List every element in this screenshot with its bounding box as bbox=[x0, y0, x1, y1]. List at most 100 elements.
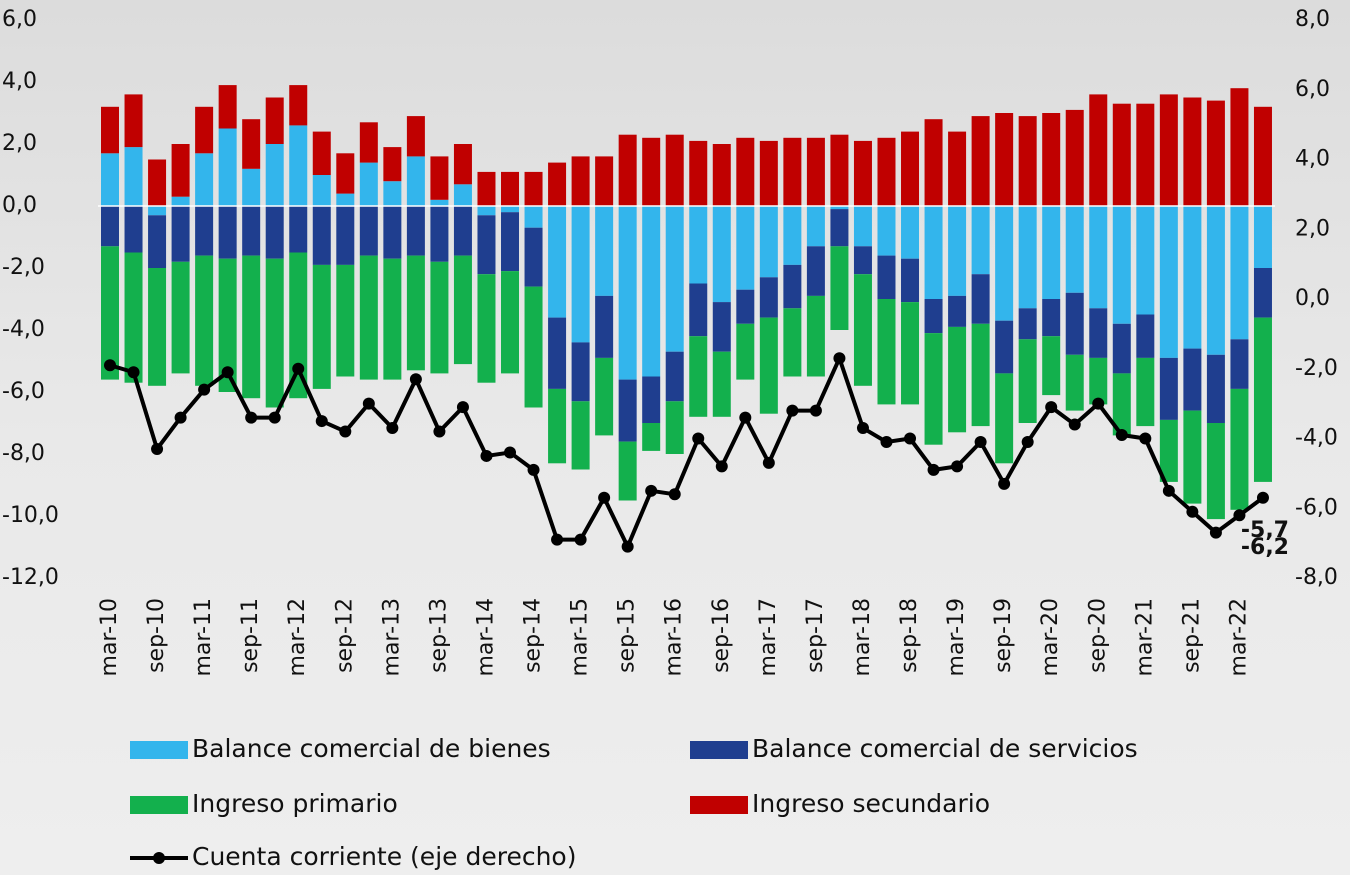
bar-segment bbox=[548, 389, 566, 463]
x-tick-label: sep-20 bbox=[1085, 598, 1110, 673]
bar-segment bbox=[925, 333, 943, 445]
bar-segment bbox=[854, 141, 872, 206]
y2-tick-label: -4,0 bbox=[1295, 426, 1338, 451]
bar-segment bbox=[125, 94, 143, 147]
line-marker bbox=[175, 412, 187, 424]
bar-segment bbox=[642, 377, 660, 424]
bar-segment bbox=[336, 153, 354, 193]
bar-segment bbox=[595, 296, 613, 358]
bar-segment bbox=[1042, 336, 1060, 395]
line-marker bbox=[880, 436, 892, 448]
bar-segment bbox=[360, 163, 378, 206]
bar-segment bbox=[101, 206, 119, 246]
bar-segment bbox=[854, 246, 872, 274]
bar-segment bbox=[925, 206, 943, 299]
bar-segment bbox=[760, 277, 778, 317]
line-marker bbox=[1092, 398, 1104, 410]
bar-segment bbox=[972, 116, 990, 206]
legend-label: Balance comercial de servicios bbox=[752, 734, 1138, 763]
bar-segment bbox=[1254, 206, 1272, 268]
bar-segment bbox=[242, 119, 260, 169]
bar-segment bbox=[783, 308, 801, 376]
y-tick-label: -10,0 bbox=[2, 503, 59, 528]
line-marker bbox=[151, 443, 163, 455]
y2-tick-label: 6,0 bbox=[1295, 77, 1330, 102]
line-marker bbox=[1257, 492, 1269, 504]
bar-segment bbox=[736, 206, 754, 290]
bar-segment bbox=[477, 172, 495, 206]
bar-segment bbox=[172, 206, 190, 262]
bar-segment bbox=[477, 206, 495, 215]
bar-segment bbox=[1089, 358, 1107, 405]
bar-segment bbox=[1207, 355, 1225, 423]
bar-segment bbox=[1113, 324, 1131, 374]
legend-label: Ingreso secundario bbox=[752, 789, 990, 818]
x-tick-label: mar-21 bbox=[1132, 598, 1157, 676]
x-tick-label: sep-11 bbox=[238, 598, 263, 673]
x-tick-label: sep-14 bbox=[521, 598, 546, 673]
bar-segment bbox=[383, 181, 401, 206]
bar-segment bbox=[948, 206, 966, 296]
y2-tick-label: 4,0 bbox=[1295, 147, 1330, 172]
bar-segment bbox=[1042, 206, 1060, 299]
bar-segment bbox=[642, 423, 660, 451]
bar-segment bbox=[219, 85, 237, 128]
bar-segment bbox=[1066, 355, 1084, 411]
bar-segment bbox=[148, 268, 166, 386]
bar-segment bbox=[807, 296, 825, 377]
bar-segment bbox=[972, 274, 990, 324]
line-marker bbox=[598, 492, 610, 504]
bar-segment bbox=[360, 122, 378, 162]
line-marker bbox=[457, 401, 469, 413]
bar-segment bbox=[666, 352, 684, 402]
y-tick-label: -12,0 bbox=[2, 565, 59, 590]
line-marker bbox=[1139, 433, 1151, 445]
bar-segment bbox=[972, 206, 990, 274]
line-marker bbox=[928, 464, 940, 476]
bar-segment bbox=[807, 206, 825, 246]
legend-swatch bbox=[130, 796, 188, 814]
bar-segment bbox=[619, 135, 637, 206]
bar-segment bbox=[925, 119, 943, 206]
bar-segment bbox=[1136, 358, 1154, 426]
bar-segment bbox=[901, 132, 919, 206]
line-marker bbox=[645, 485, 657, 497]
y2-tick-label: -6,0 bbox=[1295, 495, 1338, 520]
bar-segment bbox=[525, 228, 543, 287]
bar-segment bbox=[407, 206, 425, 256]
bar-segment bbox=[383, 259, 401, 380]
bar-segment bbox=[689, 336, 707, 417]
line-marker bbox=[198, 384, 210, 396]
bar-segment bbox=[1113, 206, 1131, 324]
bar-segment bbox=[360, 256, 378, 380]
bar-segment bbox=[1113, 104, 1131, 206]
bar-segment bbox=[948, 132, 966, 206]
bar-segment bbox=[713, 144, 731, 206]
bar-segment bbox=[501, 271, 519, 373]
bar-segment bbox=[1207, 423, 1225, 519]
bar-segment bbox=[172, 262, 190, 374]
line-marker bbox=[904, 433, 916, 445]
bar-segment bbox=[595, 358, 613, 436]
legend-marker bbox=[153, 852, 165, 864]
line-marker bbox=[316, 415, 328, 427]
line-marker bbox=[433, 426, 445, 438]
bar-segment bbox=[854, 206, 872, 246]
bar-segment bbox=[1254, 318, 1272, 482]
x-tick-label: sep-13 bbox=[426, 598, 451, 673]
line-marker bbox=[480, 450, 492, 462]
bar-segment bbox=[148, 160, 166, 207]
line-marker bbox=[1022, 436, 1034, 448]
y-tick-label: 0,0 bbox=[2, 193, 37, 218]
x-tick-label: mar-11 bbox=[191, 598, 216, 676]
bar-segment bbox=[501, 212, 519, 271]
bar-segment bbox=[619, 380, 637, 442]
y2-tick-label: -8,0 bbox=[1295, 565, 1338, 590]
x-tick-label: sep-12 bbox=[332, 598, 357, 673]
bar-segment bbox=[125, 206, 143, 253]
bar-segment bbox=[525, 287, 543, 408]
bar-segment bbox=[901, 206, 919, 259]
bar-segment bbox=[454, 144, 472, 184]
x-tick-label: sep-17 bbox=[803, 598, 828, 673]
bar-segment bbox=[1183, 411, 1201, 504]
